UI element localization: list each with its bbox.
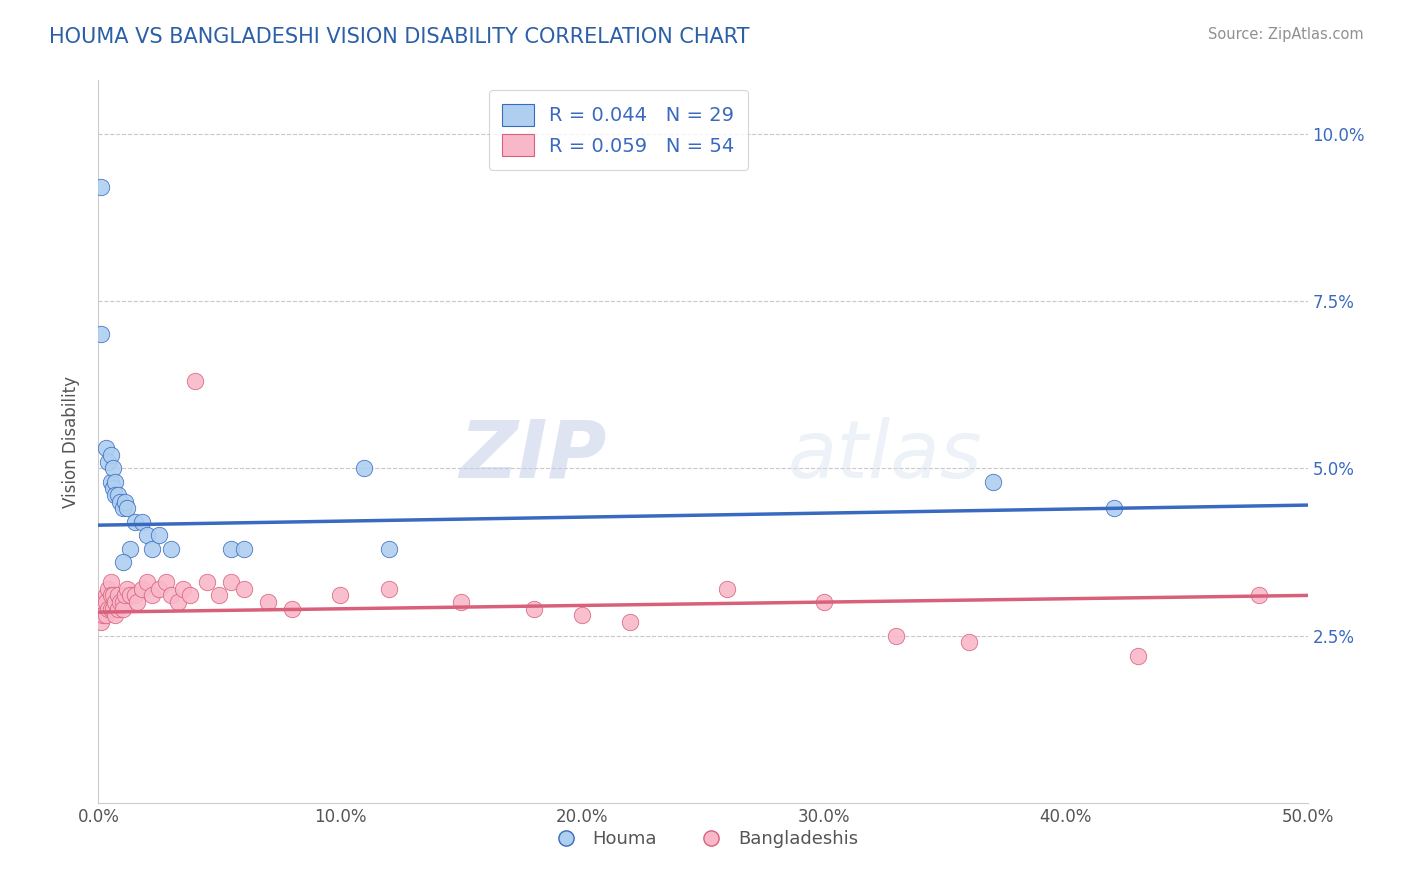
Point (117, 582, 139, 596)
Point (117, 501, 139, 516)
Point (131, 515, 153, 529)
Point (523, 601, 546, 615)
Text: HOUMA VS BANGLADESHI VISION DISABILITY CORRELATION CHART: HOUMA VS BANGLADESHI VISION DISABILITY C… (49, 27, 749, 46)
Point (90, 615, 112, 630)
Point (981, 475, 1004, 489)
Point (94, 441, 117, 455)
Point (118, 541, 141, 556)
Point (111, 555, 134, 569)
Point (135, 574, 157, 589)
Point (886, 628, 908, 642)
Point (100, 589, 122, 603)
Point (148, 528, 170, 542)
Point (107, 601, 129, 615)
Point (114, 589, 136, 603)
Text: atlas: atlas (787, 417, 983, 495)
Point (104, 595, 127, 609)
Point (104, 488, 127, 502)
Point (232, 541, 254, 556)
Point (91, 608, 114, 623)
Point (131, 582, 153, 596)
Point (167, 595, 190, 609)
Point (104, 608, 127, 623)
Point (100, 475, 122, 489)
Point (101, 589, 124, 603)
Point (155, 574, 177, 589)
Point (111, 601, 134, 615)
Point (101, 461, 124, 475)
Point (97, 582, 120, 596)
Point (127, 595, 149, 609)
Point (101, 481, 124, 495)
Point (232, 582, 254, 596)
Point (141, 589, 163, 603)
Point (160, 589, 183, 603)
Y-axis label: Vision Disability: Vision Disability (62, 376, 80, 508)
Point (1128, 648, 1150, 663)
Point (104, 475, 127, 489)
Point (124, 515, 146, 529)
Point (184, 374, 207, 388)
Point (100, 574, 122, 589)
Point (100, 448, 122, 462)
Point (100, 601, 122, 615)
Point (256, 595, 278, 609)
Point (450, 595, 472, 609)
Point (957, 635, 980, 649)
Point (91, 595, 114, 609)
Point (107, 589, 129, 603)
Point (107, 488, 129, 502)
Point (221, 574, 243, 589)
Point (619, 615, 641, 630)
Legend: Houma, Bangladeshis: Houma, Bangladeshis (540, 822, 866, 855)
Point (90, 608, 112, 623)
Point (101, 601, 124, 615)
Point (172, 582, 194, 596)
Point (813, 595, 835, 609)
Point (114, 494, 136, 508)
Point (1249, 589, 1271, 603)
Text: Source: ZipAtlas.com: Source: ZipAtlas.com (1208, 27, 1364, 42)
Point (195, 574, 218, 589)
Point (97, 601, 120, 615)
Point (94, 608, 117, 623)
Point (377, 541, 399, 556)
Point (1102, 501, 1125, 516)
Point (94, 595, 117, 609)
Point (108, 494, 131, 508)
Point (148, 582, 170, 596)
Point (377, 582, 399, 596)
Point (108, 595, 131, 609)
Point (97, 455, 120, 469)
Point (208, 589, 231, 603)
Point (90, 327, 112, 342)
Point (94, 589, 117, 603)
Point (111, 501, 134, 516)
Point (329, 589, 352, 603)
Point (90, 180, 112, 194)
Point (221, 541, 243, 556)
Point (571, 608, 593, 623)
Point (160, 541, 183, 556)
Point (179, 589, 201, 603)
Point (124, 589, 146, 603)
Text: ZIP: ZIP (458, 417, 606, 495)
Point (111, 595, 134, 609)
Point (141, 541, 163, 556)
Point (135, 528, 157, 542)
Point (118, 589, 141, 603)
Point (716, 582, 738, 596)
Point (281, 601, 304, 615)
Point (353, 461, 375, 475)
